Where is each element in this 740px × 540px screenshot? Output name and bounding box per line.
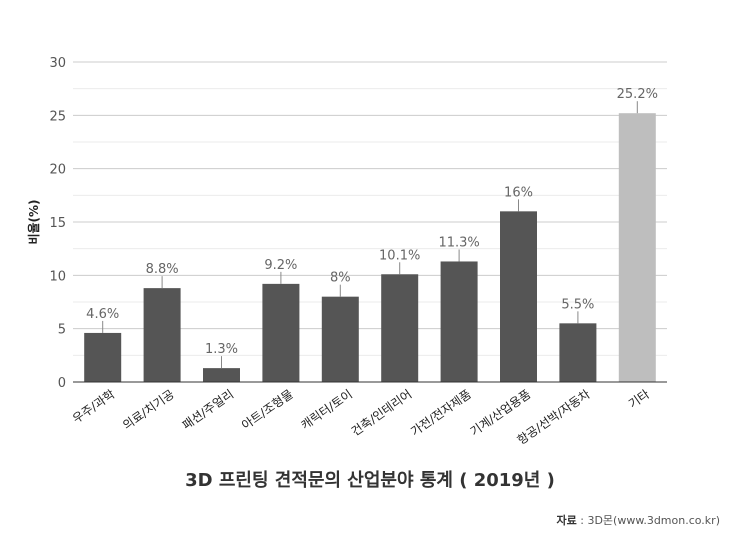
bar	[440, 261, 478, 382]
x-tick-label: 우주/과학	[70, 387, 118, 426]
bar	[500, 211, 537, 382]
x-tick-label: 의료/치기공	[120, 387, 177, 432]
x-axis-labels: 우주/과학 의료/치기공 패션/주얼리 아트/조형물 캐릭터/토이건축/인테리어가전/전…	[70, 387, 652, 447]
bar	[84, 332, 122, 382]
data-label: 8.8%	[146, 262, 179, 277]
bar	[618, 113, 656, 382]
y-axis-label: 비율(%)	[26, 199, 41, 244]
data-label: 9.2%	[264, 258, 297, 273]
data-label: 8%	[330, 271, 351, 286]
x-tick-label: 아트/조형물	[239, 387, 296, 432]
y-tick-label: 15	[49, 216, 66, 231]
x-tick-label: 건축/인테리어	[349, 387, 415, 439]
source-note: 자료 : 3D몬(www.3dmon.co.kr)	[557, 512, 720, 528]
y-axis-ticks: 0 5 10 15 20 25 30	[49, 56, 66, 391]
bar	[381, 274, 419, 382]
data-label: 10.1%	[379, 248, 420, 263]
bar-chart: 0 5 10 15 20 25 30 4.6% 8.8% 1.3% 9.2% 8% 10.1% 11.3…	[26, 56, 667, 447]
y-tick-label: 0	[58, 376, 66, 391]
source-label: 자료	[556, 514, 577, 527]
y-tick-label: 20	[49, 163, 66, 178]
x-tick-label: 가전/전자제품	[408, 387, 474, 439]
y-tick-label: 30	[49, 56, 66, 71]
data-label: 5.5%	[561, 297, 594, 312]
bars: 4.6% 8.8% 1.3% 9.2% 8% 10.1% 11.3% 16% 5.5% 25.2%	[84, 87, 658, 382]
bar	[262, 283, 300, 382]
chart-title: 3D 프린팅 견적문의 산업분야 통계 ( 2019년 )	[185, 470, 555, 491]
data-label: 4.6%	[86, 307, 119, 322]
data-label: 11.3%	[438, 235, 479, 250]
x-tick-label: 기타	[626, 387, 652, 411]
bar	[203, 368, 240, 382]
bar	[559, 323, 597, 382]
source-text: : 3D몬(www.3dmon.co.kr)	[580, 514, 720, 527]
y-tick-label: 25	[49, 109, 66, 124]
x-tick-label: 캐릭터/토이	[298, 387, 355, 432]
y-tick-label: 10	[49, 269, 66, 284]
data-label: 25.2%	[617, 87, 658, 102]
bar	[143, 288, 181, 382]
bar	[321, 296, 359, 382]
data-label: 16%	[504, 185, 533, 200]
data-label: 1.3%	[205, 342, 238, 357]
x-tick-label: 패션/주얼리	[180, 387, 237, 432]
y-tick-label: 5	[58, 323, 66, 338]
